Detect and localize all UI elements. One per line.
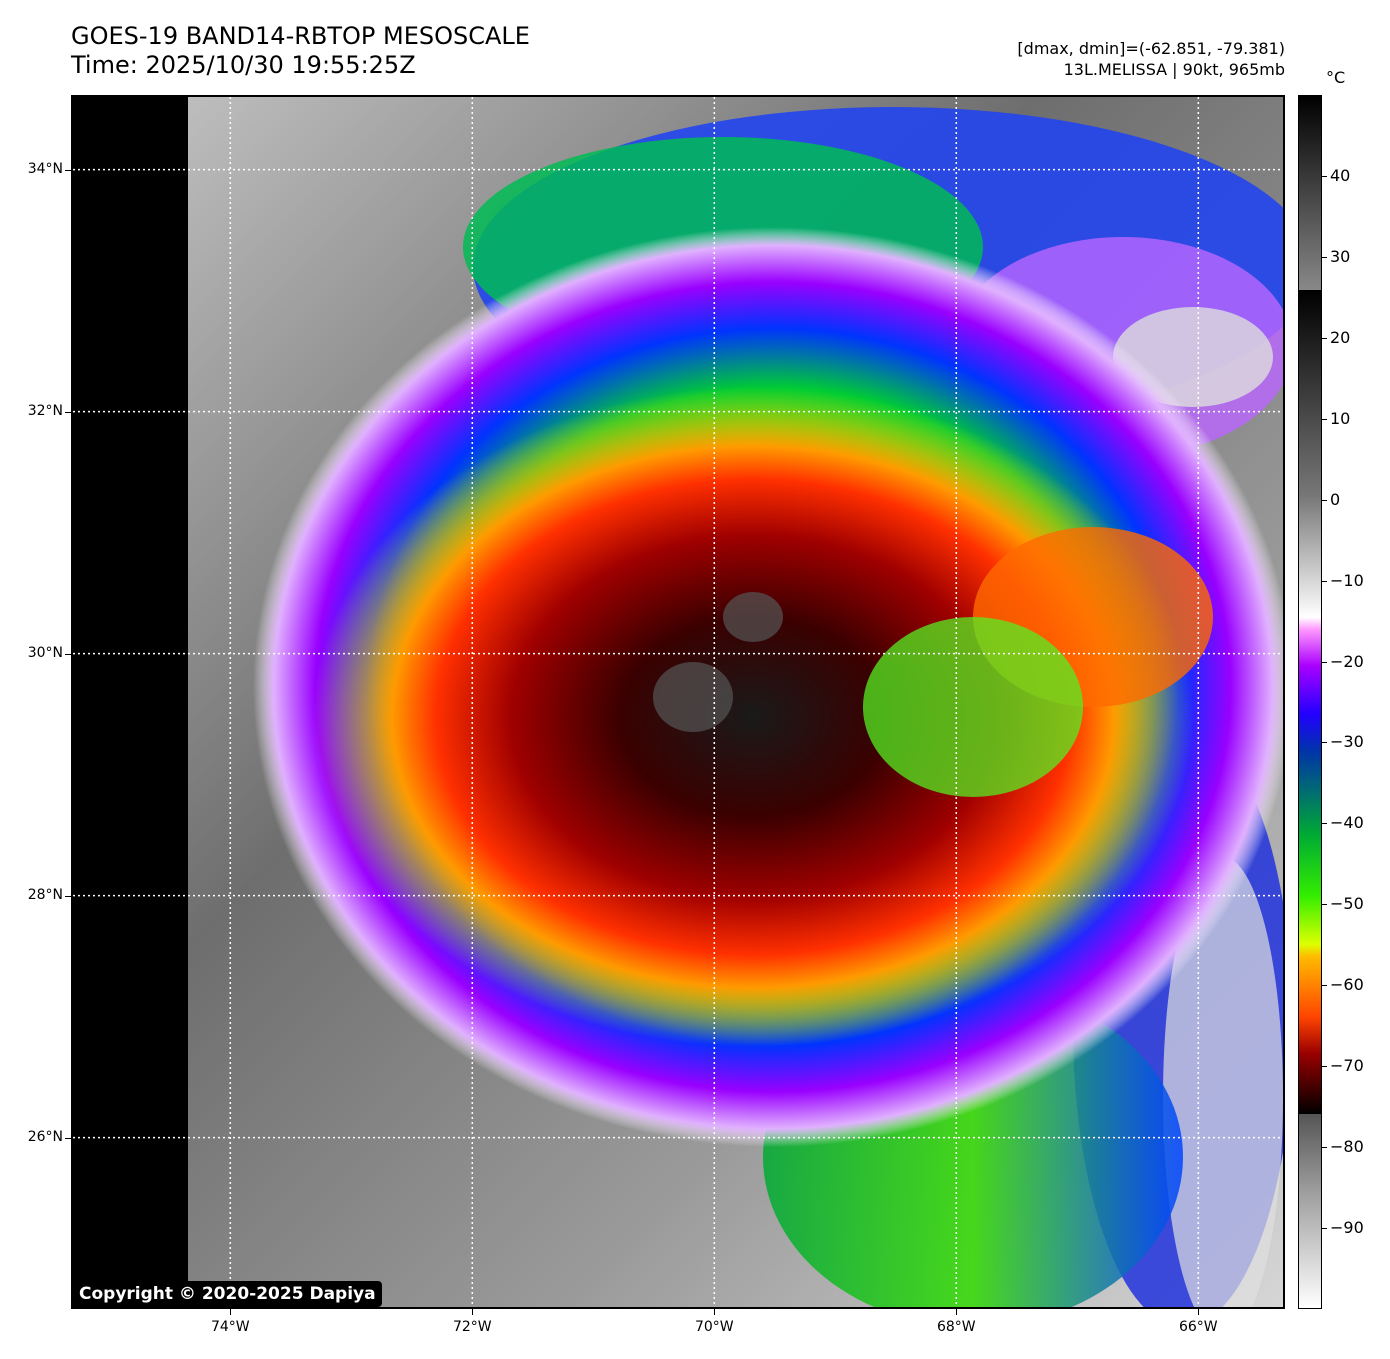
latitude-label: 28°N [27, 886, 63, 903]
colorbar-tick [1322, 661, 1327, 663]
longitude-tick [714, 1309, 716, 1315]
colorbar-tick-label: −60 [1330, 975, 1364, 995]
colorbar-tick [1322, 1147, 1327, 1149]
graticule [73, 97, 1283, 1307]
latitude-label: 32°N [27, 402, 63, 419]
title-line-1: GOES-19 BAND14-RBTOP MESOSCALE [71, 22, 530, 50]
longitude-label: 72°W [452, 1319, 492, 1335]
longitude-tick [956, 1309, 958, 1315]
colorbar-tick [1322, 418, 1327, 420]
longitude-label: 74°W [210, 1319, 250, 1335]
longitude-tick [1198, 1309, 1200, 1315]
colorbar-tick-label: 40 [1330, 165, 1351, 185]
longitude-label: 68°W [936, 1319, 976, 1335]
latitude-tick [65, 411, 71, 413]
colorbar-tick [1322, 904, 1327, 906]
storm-summary: 13L.MELISSA | 90kt, 965mb [1063, 60, 1285, 79]
satellite-image [71, 95, 1285, 1309]
latitude-label: 34°N [27, 160, 63, 177]
colorbar-tick-label: −50 [1330, 894, 1364, 914]
latitude-label: 26°N [27, 1128, 63, 1145]
longitude-tick [472, 1309, 474, 1315]
longitude-tick [230, 1309, 232, 1315]
latitude-tick [65, 895, 71, 897]
colorbar-tick-label: −40 [1330, 813, 1364, 833]
longitude-label: 66°W [1178, 1319, 1218, 1335]
colorbar [1298, 95, 1322, 1309]
colorbar-tick [1322, 175, 1327, 177]
title-line-2: Time: 2025/10/30 19:55:25Z [71, 51, 416, 79]
latitude-tick [65, 653, 71, 655]
colorbar-tick [1322, 1228, 1327, 1230]
copyright-label: Copyright © 2020-2025 Dapiya [73, 1281, 382, 1307]
colorbar-tick-label: 0 [1330, 489, 1341, 509]
infrared-imagery [73, 97, 1283, 1307]
colorbar-tick-label: −30 [1330, 732, 1364, 752]
colorbar-tick [1322, 742, 1327, 744]
colorbar-tick-label: −70 [1330, 1056, 1364, 1076]
latitude-tick [65, 1137, 71, 1139]
chart-title: GOES-19 BAND14-RBTOP MESOSCALE Time: 202… [71, 22, 530, 80]
colorbar-tick-label: −10 [1330, 570, 1364, 590]
colorbar-tick-label: 10 [1330, 408, 1351, 428]
colorbar-tick [1322, 823, 1327, 825]
latitude-label: 30°N [27, 644, 63, 661]
colorbar-tick-label: −20 [1330, 651, 1364, 671]
colorbar-tick [1322, 1066, 1327, 1068]
storm-info: [dmax, dmin]=(-62.851, -79.381) 13L.MELI… [1017, 38, 1285, 80]
colorbar-tick-label: 30 [1330, 246, 1351, 266]
colorbar-tick [1322, 256, 1327, 258]
colorbar-tick [1322, 337, 1327, 339]
colorbar-tick [1322, 580, 1327, 582]
colorbar-tick [1322, 985, 1327, 987]
colorbar-unit: °C [1326, 68, 1346, 87]
colorbar-tick-label: 20 [1330, 327, 1351, 347]
longitude-label: 70°W [694, 1319, 734, 1335]
colorbar-tick [1322, 499, 1327, 501]
latitude-tick [65, 169, 71, 171]
colorbar-tick-label: −90 [1330, 1218, 1364, 1238]
colorbar-tick-label: −80 [1330, 1137, 1364, 1157]
dmax-dmin-readout: [dmax, dmin]=(-62.851, -79.381) [1017, 39, 1285, 58]
